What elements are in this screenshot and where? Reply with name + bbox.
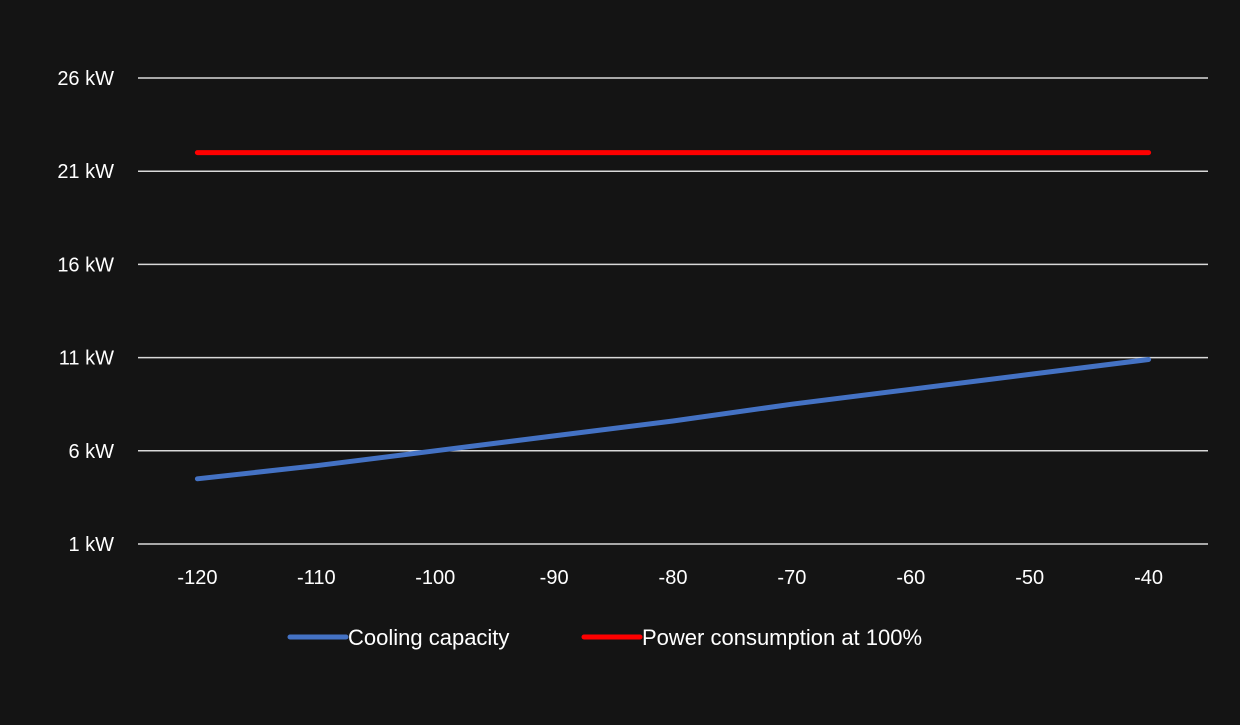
x-tick-label-4: -80 <box>659 567 688 589</box>
x-tick-label-0: -120 <box>177 567 217 589</box>
gridlines <box>138 77 1208 545</box>
y-tick-label-2: 11 kW <box>59 348 114 370</box>
legend-item-cooling-capacity: Cooling capacity <box>287 625 509 650</box>
x-tick-label-8: -40 <box>1134 567 1163 589</box>
legend: Cooling capacity Power consumption at 100… <box>287 625 922 650</box>
legend-label-power-consumption-at-100: Power consumption at 100% <box>642 625 922 650</box>
legend-item-power-consumption-at-100: Power consumption at 100% <box>581 625 922 650</box>
x-tick-label-2: -100 <box>415 567 455 589</box>
y-tick-label-5: 26 kW <box>57 68 114 90</box>
series-line-cooling-capacity <box>194 357 1152 482</box>
y-tick-label-3: 16 kW <box>57 254 114 276</box>
y-tick-label-0: 1 kW <box>68 534 114 556</box>
x-tick-label-3: -90 <box>540 567 569 589</box>
legend-label-cooling-capacity: Cooling capacity <box>348 625 509 650</box>
x-tick-label-6: -60 <box>896 567 925 589</box>
y-tick-label-1: 6 kW <box>68 441 114 463</box>
x-axis-tick-labels: -120 -110 -100 -90 -80 -70 -60 -50 -40 <box>177 567 1163 589</box>
x-tick-label-1: -110 <box>297 567 336 589</box>
x-tick-label-7: -50 <box>1015 567 1044 589</box>
y-tick-label-4: 21 kW <box>57 161 114 183</box>
x-tick-label-5: -70 <box>777 567 806 589</box>
y-axis-tick-labels: 1 kW 6 kW 11 kW 16 kW 21 kW 26 kW <box>57 68 114 556</box>
series-lines <box>194 150 1152 482</box>
